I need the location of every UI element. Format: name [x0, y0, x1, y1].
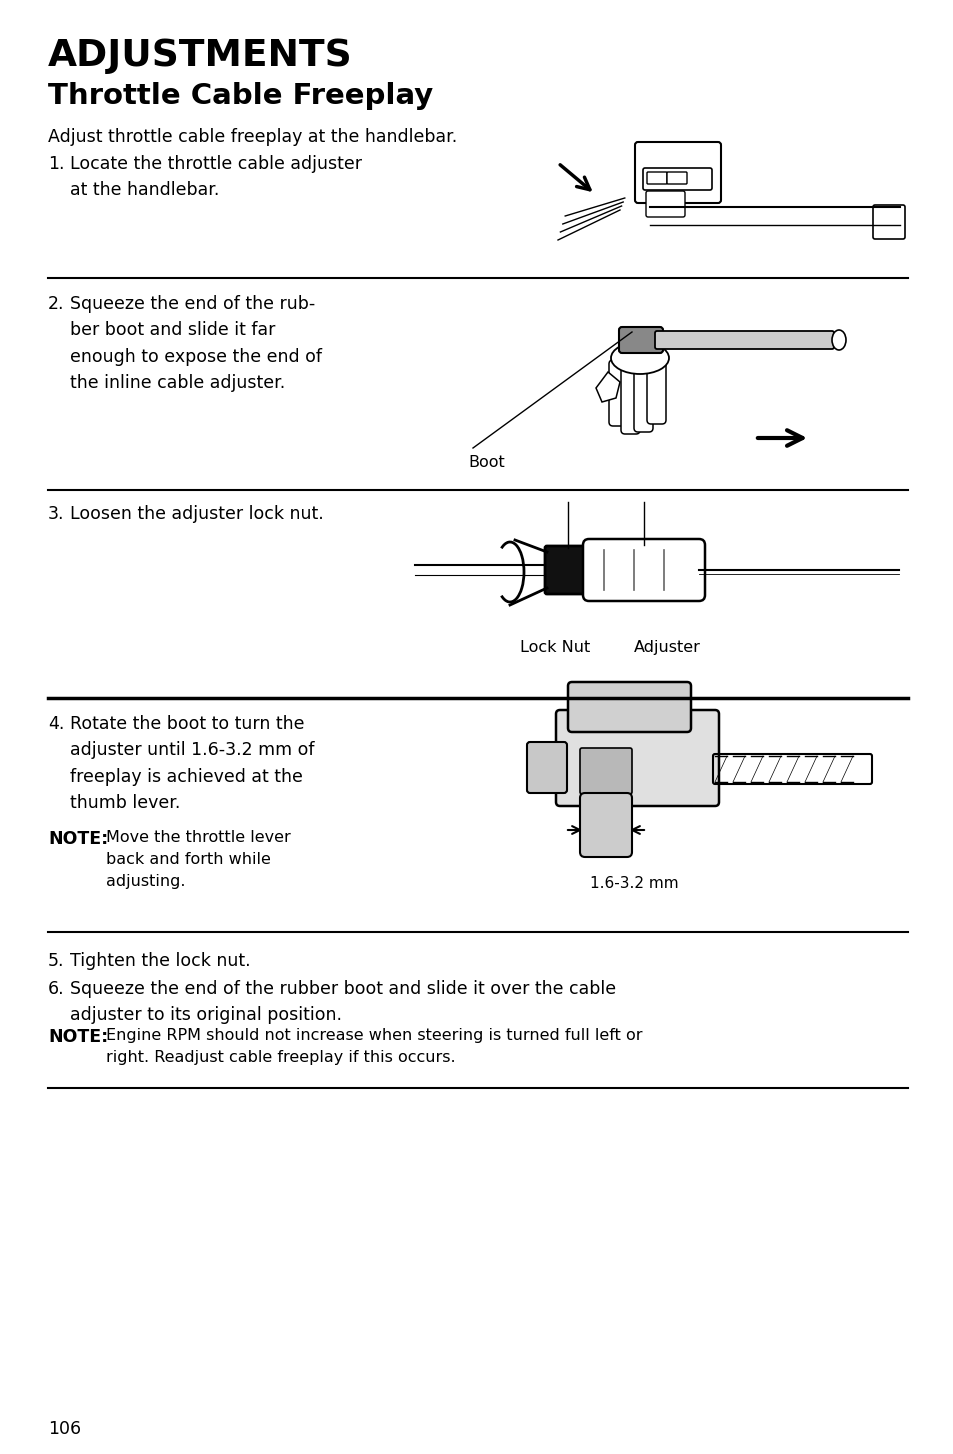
Text: 1.: 1.: [48, 156, 65, 173]
Text: Squeeze the end of the rub-
ber boot and slide it far
enough to expose the end o: Squeeze the end of the rub- ber boot and…: [70, 295, 322, 393]
Text: 6.: 6.: [48, 980, 65, 997]
FancyBboxPatch shape: [582, 539, 704, 601]
FancyBboxPatch shape: [567, 682, 690, 731]
Text: 4.: 4.: [48, 715, 64, 733]
FancyBboxPatch shape: [646, 358, 665, 425]
Text: NOTE:: NOTE:: [48, 830, 108, 848]
Text: Squeeze the end of the rubber boot and slide it over the cable
adjuster to its o: Squeeze the end of the rubber boot and s…: [70, 980, 616, 1025]
Text: 5.: 5.: [48, 952, 65, 970]
Text: 3.: 3.: [48, 505, 65, 523]
Text: Engine RPM should not increase when steering is turned full left or
right. Readj: Engine RPM should not increase when stee…: [106, 1028, 641, 1066]
FancyBboxPatch shape: [579, 792, 631, 856]
FancyBboxPatch shape: [620, 368, 639, 433]
Text: Adjust throttle cable freeplay at the handlebar.: Adjust throttle cable freeplay at the ha…: [48, 128, 456, 145]
FancyBboxPatch shape: [618, 327, 662, 353]
Polygon shape: [596, 372, 619, 401]
Text: ADJUSTMENTS: ADJUSTMENTS: [48, 38, 353, 74]
Text: Adjuster: Adjuster: [634, 640, 700, 654]
FancyBboxPatch shape: [655, 332, 833, 349]
FancyBboxPatch shape: [608, 361, 627, 426]
Text: Lock Nut: Lock Nut: [519, 640, 590, 654]
Ellipse shape: [610, 342, 668, 374]
Text: 106: 106: [48, 1421, 81, 1438]
Text: Tighten the lock nut.: Tighten the lock nut.: [70, 952, 251, 970]
FancyBboxPatch shape: [556, 710, 719, 806]
Text: NOTE:: NOTE:: [48, 1028, 108, 1045]
FancyBboxPatch shape: [872, 205, 904, 238]
Text: Locate the throttle cable adjuster
at the handlebar.: Locate the throttle cable adjuster at th…: [70, 156, 361, 199]
FancyBboxPatch shape: [635, 142, 720, 204]
Text: Move the throttle lever
back and forth while
adjusting.: Move the throttle lever back and forth w…: [106, 830, 291, 890]
Text: 1.6-3.2 mm: 1.6-3.2 mm: [589, 875, 678, 891]
Text: Boot: Boot: [468, 455, 504, 470]
FancyBboxPatch shape: [642, 169, 711, 190]
FancyBboxPatch shape: [544, 547, 590, 595]
FancyBboxPatch shape: [526, 742, 566, 792]
Text: 2.: 2.: [48, 295, 65, 313]
Text: Loosen the adjuster lock nut.: Loosen the adjuster lock nut.: [70, 505, 323, 523]
FancyBboxPatch shape: [666, 172, 686, 185]
FancyBboxPatch shape: [634, 366, 652, 432]
FancyBboxPatch shape: [645, 190, 684, 217]
FancyBboxPatch shape: [646, 172, 666, 185]
Ellipse shape: [831, 330, 845, 350]
FancyBboxPatch shape: [579, 747, 631, 794]
Text: Rotate the boot to turn the
adjuster until 1.6-3.2 mm of
freeplay is achieved at: Rotate the boot to turn the adjuster unt…: [70, 715, 314, 813]
Text: Throttle Cable Freeplay: Throttle Cable Freeplay: [48, 81, 433, 111]
